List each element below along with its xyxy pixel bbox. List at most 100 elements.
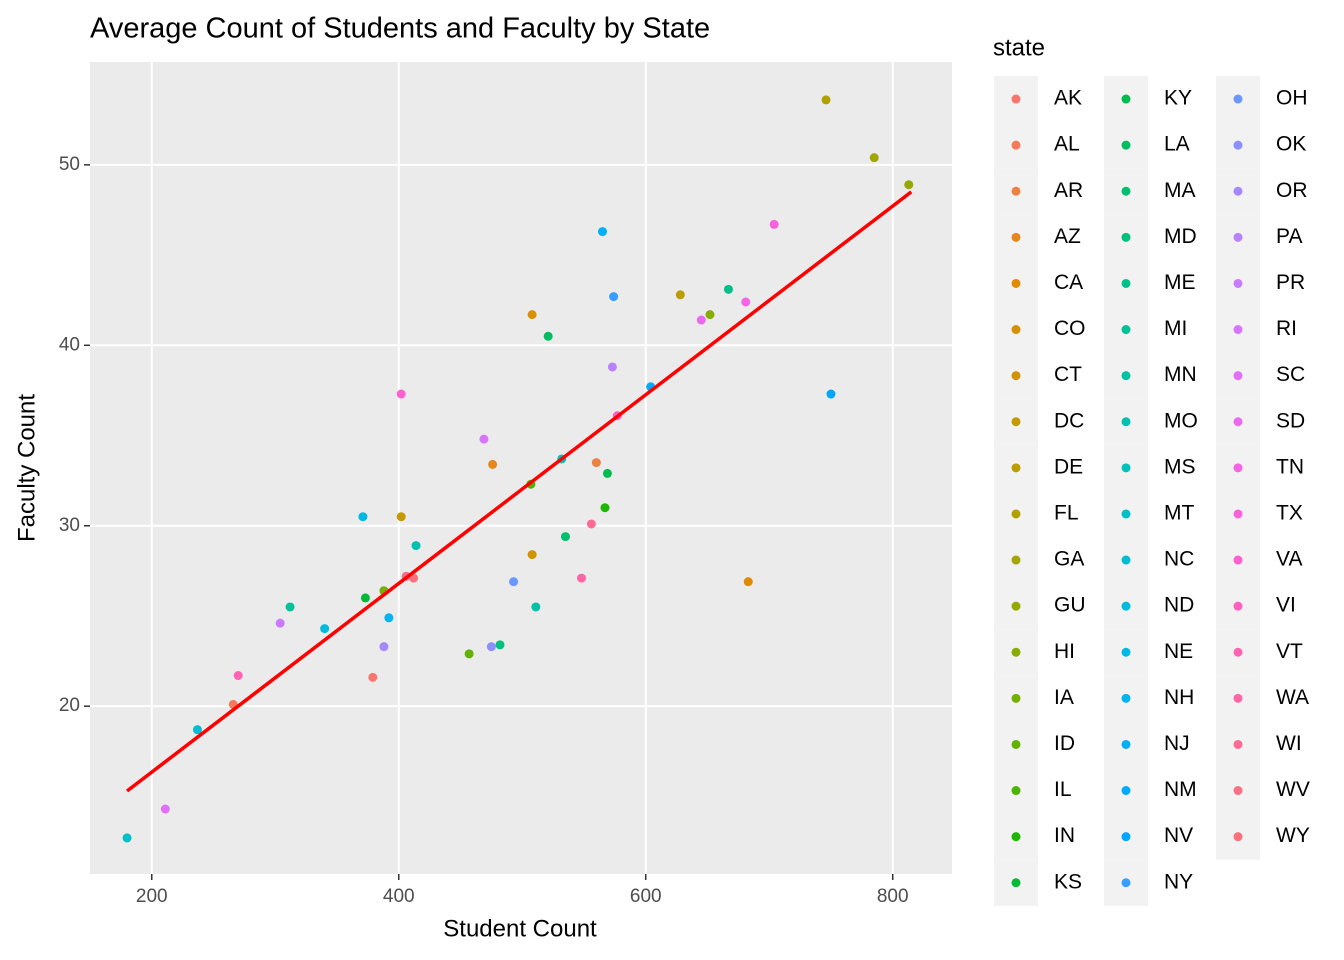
legend-label: OH	[1276, 87, 1308, 110]
legend-label: AZ	[1054, 225, 1081, 248]
point	[360, 593, 370, 603]
legend-marker	[1121, 786, 1131, 796]
legend-label: LA	[1164, 133, 1190, 156]
legend-marker	[1011, 232, 1021, 242]
legend-marker	[1011, 325, 1021, 335]
legend-marker	[1011, 463, 1021, 473]
legend-label: DE	[1054, 455, 1083, 478]
legend-marker	[1233, 601, 1243, 611]
legend-label: IN	[1054, 824, 1075, 847]
point	[821, 95, 831, 105]
point	[160, 804, 170, 814]
legend-title: state	[993, 34, 1045, 61]
legend-label: TX	[1276, 501, 1303, 524]
legend-marker	[1011, 417, 1021, 427]
point	[396, 389, 406, 399]
legend-label: ME	[1164, 271, 1196, 294]
legend-marker	[1233, 555, 1243, 565]
legend-marker	[1011, 739, 1021, 749]
legend-marker	[1011, 278, 1021, 288]
legend-label: WY	[1276, 824, 1310, 847]
point	[368, 672, 378, 682]
legend-marker	[1233, 693, 1243, 703]
point	[609, 292, 619, 302]
legend-label: VA	[1276, 548, 1302, 571]
legend-marker	[1121, 140, 1131, 150]
legend-label: IL	[1054, 778, 1072, 801]
x-axis-label: Student Count	[443, 915, 597, 942]
y-tick-label: 20	[59, 695, 80, 716]
point	[509, 577, 519, 587]
legend-label: KS	[1054, 870, 1082, 893]
legend-label: MI	[1164, 317, 1187, 340]
point	[122, 833, 132, 843]
legend-label: NY	[1164, 870, 1193, 893]
point	[600, 503, 610, 513]
point	[384, 613, 394, 623]
point	[543, 331, 553, 341]
point	[379, 642, 389, 652]
legend-marker	[1011, 94, 1021, 104]
legend-label: GU	[1054, 594, 1086, 617]
legend-label: DC	[1054, 409, 1084, 432]
legend-marker	[1011, 140, 1021, 150]
legend-marker	[1121, 509, 1131, 519]
legend-marker	[1011, 186, 1021, 196]
legend-marker	[1121, 278, 1131, 288]
point	[696, 315, 706, 325]
legend-marker	[1233, 325, 1243, 335]
legend-label: OK	[1276, 133, 1306, 156]
point	[598, 227, 608, 237]
legend-marker	[1011, 693, 1021, 703]
x-tick-label: 400	[383, 886, 415, 907]
legend-marker	[1233, 140, 1243, 150]
point	[591, 458, 601, 468]
y-tick-label: 40	[59, 334, 80, 355]
legend-marker	[1233, 463, 1243, 473]
legend-label: PR	[1276, 271, 1305, 294]
point	[586, 519, 596, 529]
legend-marker	[1011, 878, 1021, 888]
legend-label: ID	[1054, 732, 1075, 755]
legend-marker	[1121, 555, 1131, 565]
legend-label: ND	[1164, 594, 1194, 617]
point	[358, 512, 368, 522]
legend-marker	[1233, 278, 1243, 288]
legend-label: NJ	[1164, 732, 1190, 755]
legend-marker	[1233, 371, 1243, 381]
point	[411, 541, 421, 551]
legend-label: CT	[1054, 363, 1082, 386]
chart-title: Average Count of Students and Faculty by…	[90, 13, 710, 45]
point	[531, 602, 541, 612]
legend-marker	[1121, 371, 1131, 381]
point	[769, 219, 779, 229]
legend-marker	[1121, 878, 1131, 888]
legend-label: KY	[1164, 87, 1192, 110]
y-tick-label: 50	[59, 154, 80, 175]
legend-marker	[1233, 186, 1243, 196]
legend-label: VT	[1276, 640, 1303, 663]
legend-marker	[1011, 371, 1021, 381]
legend-label: FL	[1054, 501, 1079, 524]
point	[577, 573, 587, 583]
x-tick-label: 600	[630, 886, 662, 907]
legend-marker	[1121, 739, 1131, 749]
plot-panel	[90, 62, 952, 874]
legend-marker	[1233, 232, 1243, 242]
legend-label: NV	[1164, 824, 1193, 847]
legend-marker	[1233, 94, 1243, 104]
point	[233, 671, 243, 681]
legend-marker	[1121, 601, 1131, 611]
point	[705, 310, 715, 320]
legend-label: SD	[1276, 409, 1305, 432]
legend-label: IA	[1054, 686, 1074, 709]
legend-marker	[1011, 647, 1021, 657]
legend-marker	[1011, 509, 1021, 519]
legend-marker	[1233, 509, 1243, 519]
legend-label: HI	[1054, 640, 1075, 663]
legend-label: AK	[1054, 87, 1082, 110]
legend-marker	[1233, 647, 1243, 657]
legend-marker	[1233, 832, 1243, 842]
legend-label: MT	[1164, 501, 1194, 524]
legend-label: PA	[1276, 225, 1302, 248]
